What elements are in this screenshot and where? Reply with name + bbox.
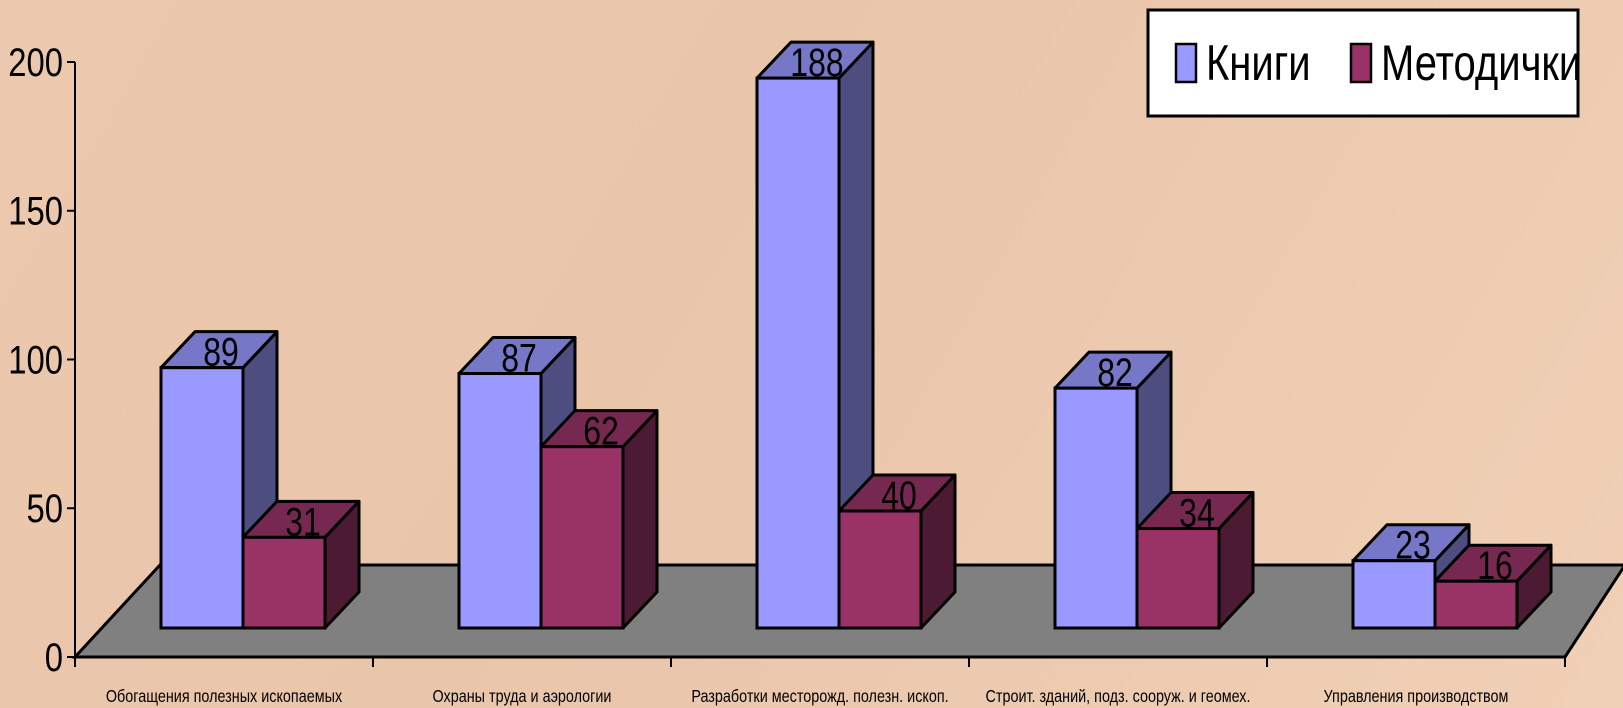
x-category-label: Обогащения полезных ископаемых [106,687,342,707]
bar [241,535,327,630]
bar-value-label: 40 [881,473,917,518]
x-category-label: Управления производством [1324,687,1509,707]
x-category-label: Охраны труда и аэрологии [433,687,612,707]
bar [457,372,543,630]
y-tick-label: 200 [8,40,63,85]
legend-label: Книги [1206,35,1311,91]
bar [1351,559,1437,630]
bar [837,509,923,630]
bar-value-label: 188 [790,40,843,85]
bar-value-label: 62 [583,408,619,453]
y-tick-label: 0 [45,635,63,680]
bar-value-label: 87 [501,335,537,380]
bar [539,445,625,630]
bar [1135,527,1221,630]
bar-value-label: 16 [1477,543,1513,588]
y-tick-label: 150 [8,189,63,234]
bar [755,76,841,630]
y-tick-label: 50 [27,486,63,531]
bar-value-label: 31 [285,499,321,544]
legend-label: Методички [1381,35,1581,91]
legend-swatch [1174,42,1198,84]
bar-value-label: 89 [203,329,239,374]
legend-swatch [1349,42,1373,84]
bar [159,366,245,630]
x-category-label: Строит. зданий, подз. сооруж. и геомех. [985,687,1250,707]
bar-value-label: 23 [1395,522,1431,567]
bar-value-label: 82 [1097,350,1133,395]
bar [1433,579,1519,630]
bar [1053,386,1139,630]
bar-value-label: 34 [1179,490,1215,535]
x-category-label: Разработки месторожд. полезн. ископ. [691,687,948,707]
y-tick-label: 100 [8,337,63,382]
